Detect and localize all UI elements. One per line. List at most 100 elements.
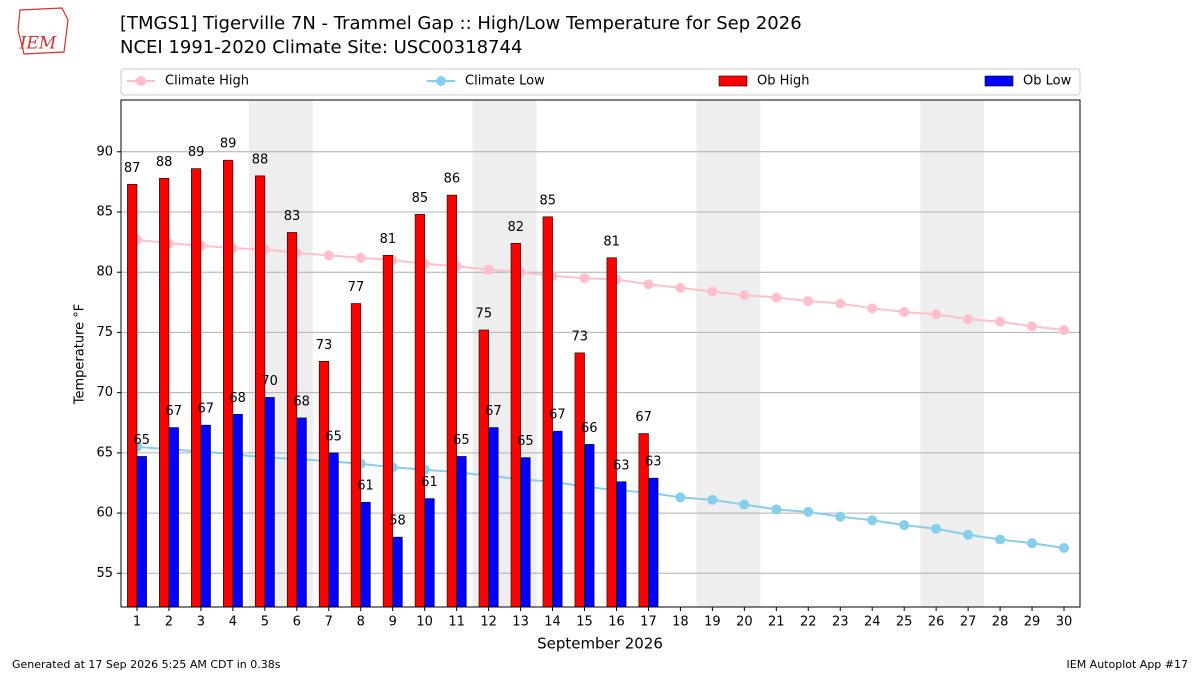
- bar-value-label: 81: [603, 234, 620, 249]
- x-tick-label: 15: [576, 615, 593, 630]
- bar-value-label: 67: [635, 410, 652, 425]
- bar-value-label: 83: [284, 209, 301, 224]
- bar-value-label: 88: [252, 152, 269, 167]
- line-marker: [675, 282, 686, 293]
- footer-left: Generated at 17 Sep 2026 5:25 AM CDT in …: [12, 658, 281, 671]
- legend-label: Climate High: [165, 74, 249, 89]
- bar-value-label: 68: [293, 394, 310, 409]
- x-tick-label: 16: [608, 615, 625, 630]
- bar: [574, 352, 585, 608]
- line-marker: [899, 306, 910, 317]
- chart-subtitle: NCEI 1991-2020 Climate Site: USC00318744: [120, 37, 522, 58]
- bar: [232, 414, 243, 608]
- x-tick-label: 5: [261, 615, 269, 630]
- bar: [520, 457, 531, 608]
- y-tick-label: 60: [96, 506, 113, 521]
- bar: [350, 303, 362, 608]
- line-marker: [771, 292, 782, 303]
- line-marker: [803, 506, 814, 517]
- y-tick-label: 85: [96, 204, 113, 219]
- line-marker: [643, 279, 654, 290]
- legend-label: Ob Low: [1023, 74, 1072, 89]
- bar-value-label: 65: [453, 433, 470, 448]
- bar-value-label: 86: [444, 172, 461, 187]
- bar: [606, 257, 617, 608]
- x-tick-label: 8: [357, 615, 365, 630]
- bar: [488, 427, 499, 608]
- x-tick-label: 6: [293, 615, 301, 630]
- bar-value-label: 61: [421, 475, 438, 490]
- bar: [254, 175, 266, 608]
- bar: [446, 194, 457, 608]
- bar-value-label: 65: [134, 433, 151, 448]
- x-tick-label: 9: [389, 615, 397, 630]
- line-marker: [835, 511, 846, 522]
- x-tick-label: 22: [800, 615, 817, 630]
- line-marker: [995, 534, 1006, 545]
- bar: [552, 430, 563, 608]
- bar: [424, 498, 435, 608]
- line-marker: [963, 529, 974, 540]
- bar-value-label: 73: [571, 329, 588, 344]
- x-tick-label: 11: [448, 615, 465, 630]
- bar: [414, 214, 425, 608]
- y-tick-label: 75: [96, 325, 113, 340]
- bar: [191, 168, 202, 608]
- plot-frame: [120, 99, 1081, 608]
- x-tick-label: 14: [544, 615, 561, 630]
- x-tick-label: 23: [832, 615, 849, 630]
- logo-outline: [17, 7, 69, 55]
- line-marker: [899, 520, 910, 531]
- bar: [168, 427, 179, 608]
- bar-value-label: 67: [197, 402, 214, 417]
- line-marker: [771, 504, 782, 515]
- line-marker: [707, 494, 718, 505]
- legend: [120, 68, 1081, 96]
- line-marker: [1059, 325, 1070, 336]
- bar: [136, 456, 147, 608]
- x-tick-label: 24: [864, 615, 881, 630]
- x-tick-label: 7: [325, 615, 333, 630]
- bar-value-label: 67: [549, 408, 566, 423]
- bar-value-label: 66: [581, 421, 598, 436]
- bar-value-label: 77: [348, 280, 365, 295]
- bar-value-label: 85: [539, 193, 556, 208]
- bar: [318, 361, 330, 608]
- line-marker: [1027, 321, 1038, 332]
- line-marker: [739, 499, 750, 510]
- y-tick-label: 55: [96, 566, 113, 581]
- line-marker: [1059, 542, 1070, 553]
- x-tick-label: 25: [896, 615, 913, 630]
- bar: [616, 481, 627, 608]
- logo: IEM: [19, 34, 57, 54]
- bar-value-label: 61: [357, 479, 374, 494]
- x-tick-label: 12: [480, 615, 497, 630]
- line-marker: [1027, 538, 1038, 549]
- bar-value-label: 65: [517, 434, 534, 449]
- bar-value-label: 68: [229, 391, 246, 406]
- bar-value-label: 89: [220, 137, 237, 152]
- bar-value-label: 82: [508, 220, 525, 235]
- x-axis-label: September 2026: [537, 635, 663, 653]
- bar-value-label: 65: [325, 429, 342, 444]
- x-tick-label: 4: [229, 615, 237, 630]
- line-marker: [323, 250, 334, 261]
- line-marker: [867, 303, 878, 314]
- shaded-span: [920, 100, 985, 607]
- y-tick-label: 80: [96, 265, 113, 280]
- x-tick-label: 10: [416, 615, 433, 630]
- y-tick-label: 90: [96, 144, 113, 159]
- bar: [510, 243, 521, 608]
- line-marker: [867, 515, 878, 526]
- line-marker: [803, 296, 814, 307]
- x-tick-label: 13: [512, 615, 529, 630]
- legend-swatch: [718, 75, 748, 87]
- bar-value-label: 73: [316, 338, 333, 353]
- bar: [456, 456, 467, 608]
- x-tick-label: 26: [928, 615, 945, 630]
- bar: [264, 397, 275, 608]
- line-marker: [579, 273, 590, 284]
- bar: [360, 501, 371, 608]
- x-tick-label: 17: [640, 615, 657, 630]
